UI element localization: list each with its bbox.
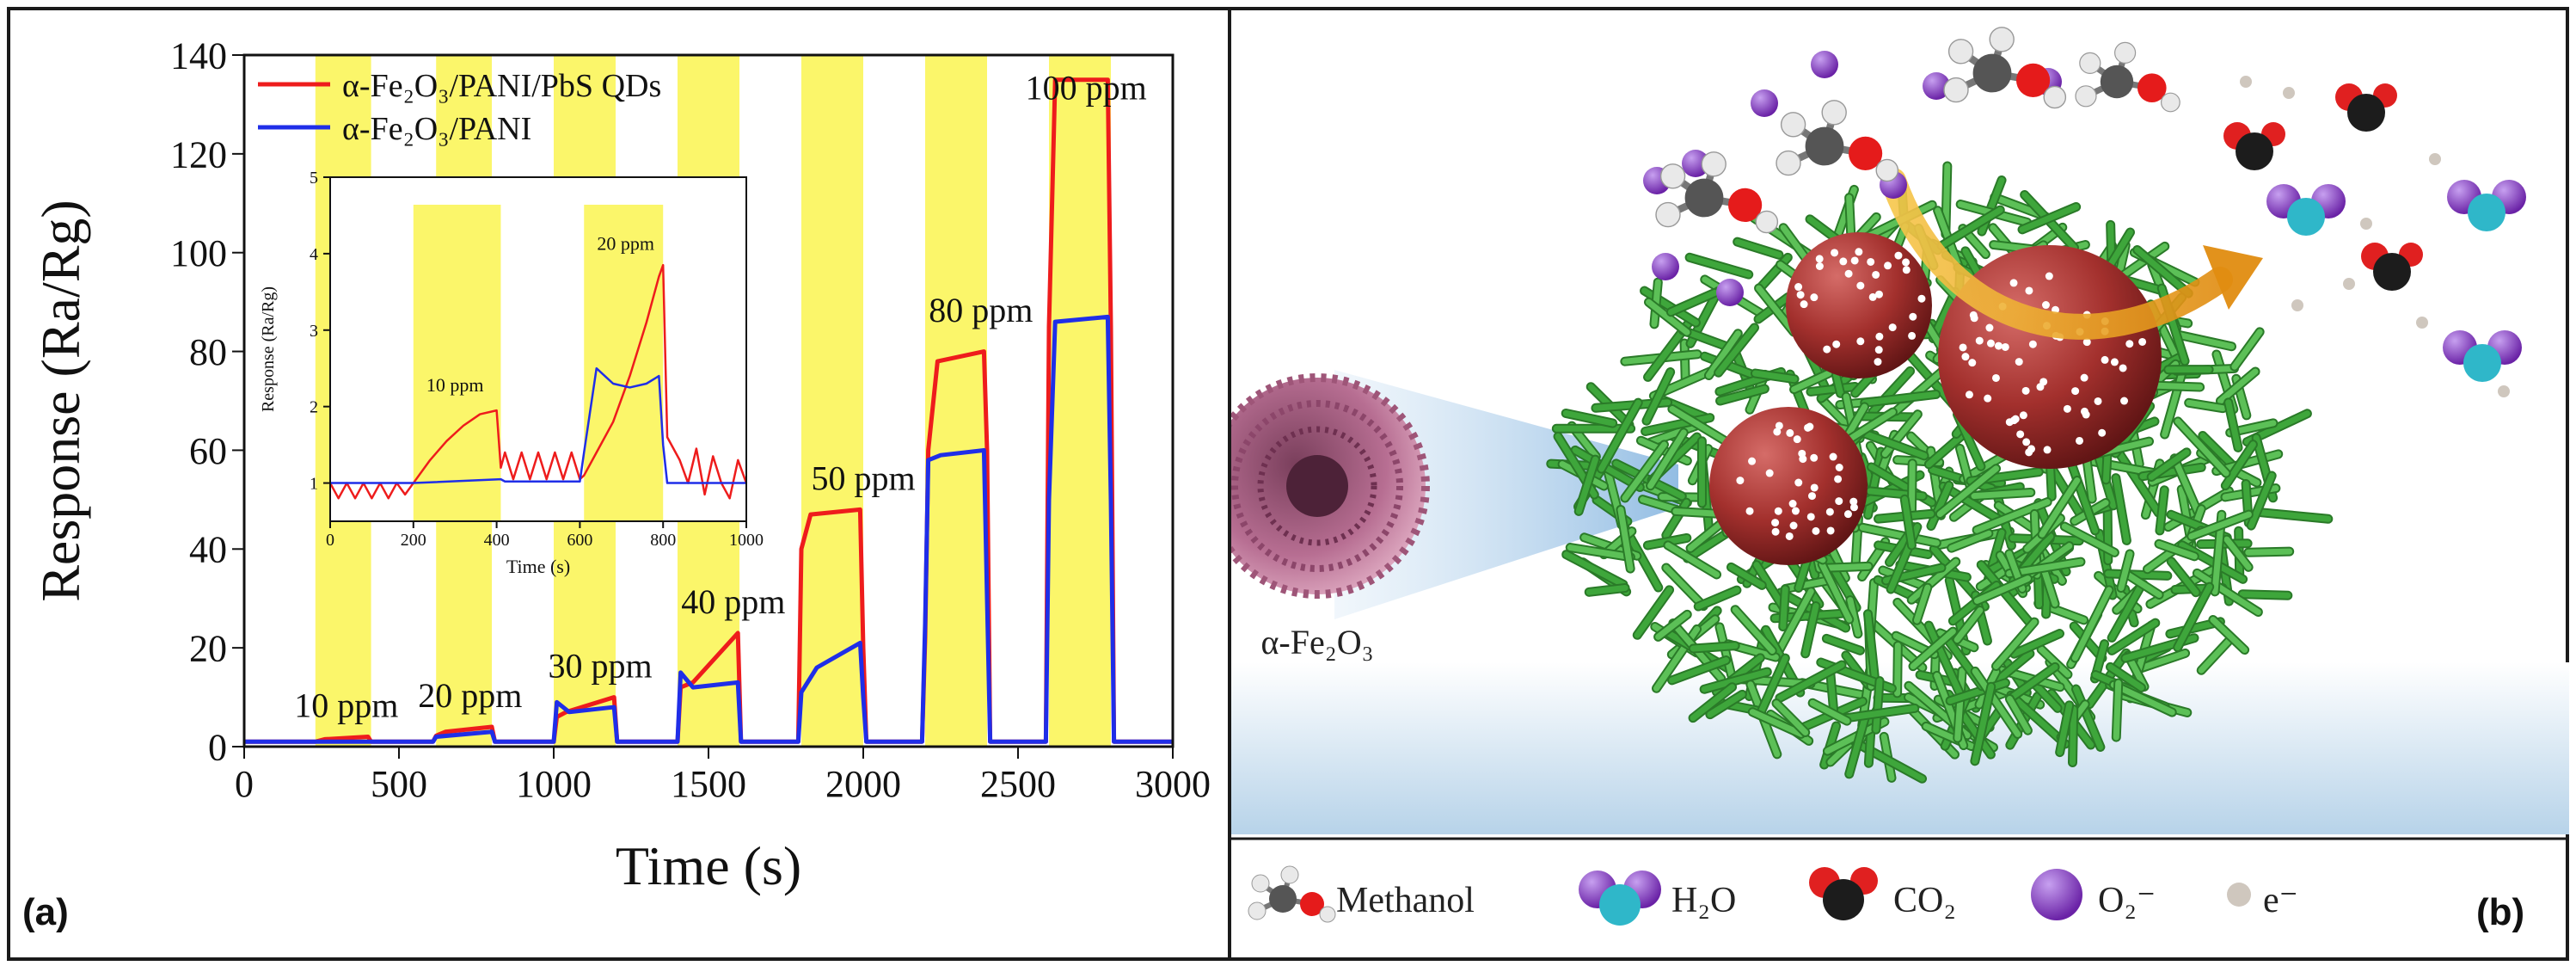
superoxide-ion [1751,89,1778,117]
x-tick-label: 200 [401,531,426,550]
x-tick-label: 2000 [825,763,901,805]
panel-b-tag: (b) [2476,891,2524,934]
inset-y-axis-label: Response (Ra/Rg) [259,286,278,412]
concentration-label: 30 ppm [548,647,652,686]
co2-molecule-icon [1809,867,1878,920]
legend-co2-label: CO₂ [1893,881,1956,920]
electron-icon [2227,883,2251,907]
x-tick-label: 800 [650,531,676,550]
x-tick-label: 3000 [1135,763,1211,805]
x-tick-label: 600 [567,531,592,550]
legend-electron-label: e⁻ [2263,881,2298,920]
y-tick-label: 20 [189,628,227,670]
y-tick-label: 3 [310,322,318,341]
y-tick-label: 80 [189,331,227,373]
superoxide-ion-icon [2031,869,2082,920]
electron [2416,317,2428,329]
concentration-label: 50 ppm [811,458,915,497]
panel-b-schematic: α-Fe₂O₃ [1231,0,2576,968]
water-molecule-icon [1579,870,1661,926]
x-tick-label: 400 [484,531,510,550]
legend-label-pani: α-Fe₂O₃/PANI [342,111,531,147]
electron [2240,76,2252,88]
methanol-molecule-icon [1248,866,1335,922]
concentration-label: 20 ppm [418,676,522,715]
legend-h2o-label: H₂O [1671,881,1736,920]
x-tick-label: 1000 [516,763,592,805]
electron [2343,278,2355,290]
y-tick-label: 140 [170,34,227,77]
x-tick-label: 0 [235,763,254,805]
sensing-mechanism-illustration: α-Fe₂O₃ [1231,0,2576,968]
superoxide-ion [1716,279,1744,306]
highlight-region-0 [414,205,501,521]
water-molecule [2266,184,2346,236]
concentration-label: 10 ppm [426,374,484,396]
concentration-label: 80 ppm [929,291,1033,329]
highlight-region-4 [801,55,863,747]
y-axis-label: Response (Ra/Rg) [30,200,91,602]
y-tick-label: 4 [310,245,318,264]
electron [2291,299,2303,311]
inset-chart: 0 200 400 600 800 1000 1 2 3 4 5 10 ppm 20 ppm Time… [259,169,764,577]
inset-x-axis-label: Time (s) [506,556,570,577]
y-tick-label: 120 [170,133,227,175]
electron [2429,153,2441,165]
co2-molecule [2223,122,2285,170]
concentration-label: 20 ppm [597,232,654,254]
electron [2498,385,2510,397]
water-molecule [2443,330,2522,382]
schematic-legend: Methanol H₂O CO₂ O₂⁻ e⁻ [1248,866,2298,926]
y-tick-label: 100 [170,232,227,274]
methanol-molecule [1944,28,2065,108]
electron [2360,218,2372,230]
x-tick-label: 500 [371,763,427,805]
y-tick-label: 0 [208,726,227,768]
co2-molecule [2361,243,2423,291]
x-tick-label: 1000 [729,531,764,550]
x-tick-label: 1500 [671,763,746,805]
x-tick-label: 2500 [980,763,1056,805]
panel-a-tag: (a) [22,891,69,934]
water-molecule [2447,180,2526,231]
y-tick-label: 2 [310,398,318,417]
highlight-region-6 [1049,55,1111,747]
y-tick-label: 40 [189,529,227,571]
methanol-molecule [1656,152,1777,233]
electron [2283,87,2295,99]
legend-methanol-label: Methanol [1336,881,1475,920]
concentration-label: 100 ppm [1026,69,1147,108]
fe2o3-label: α-Fe₂O₃ [1260,623,1373,661]
superoxide-ion [1652,253,1679,280]
y-tick-label: 1 [310,475,318,494]
y-tick-label: 60 [189,430,227,472]
y-tick-label: 5 [310,169,318,188]
concentration-label: 10 ppm [294,686,398,725]
co2-molecule [2335,83,2397,132]
methanol-molecule [1776,101,1898,181]
legend-superoxide-label: O₂⁻ [2098,881,2156,920]
concentration-label: 40 ppm [681,582,785,621]
x-tick-label: 0 [326,531,334,550]
superoxide-ion [1811,51,1838,78]
methanol-molecule [2076,42,2180,111]
x-axis-label: Time (s) [616,835,801,896]
legend-label-composite: α-Fe₂O₃/PANI/PbS QDs [342,68,661,104]
